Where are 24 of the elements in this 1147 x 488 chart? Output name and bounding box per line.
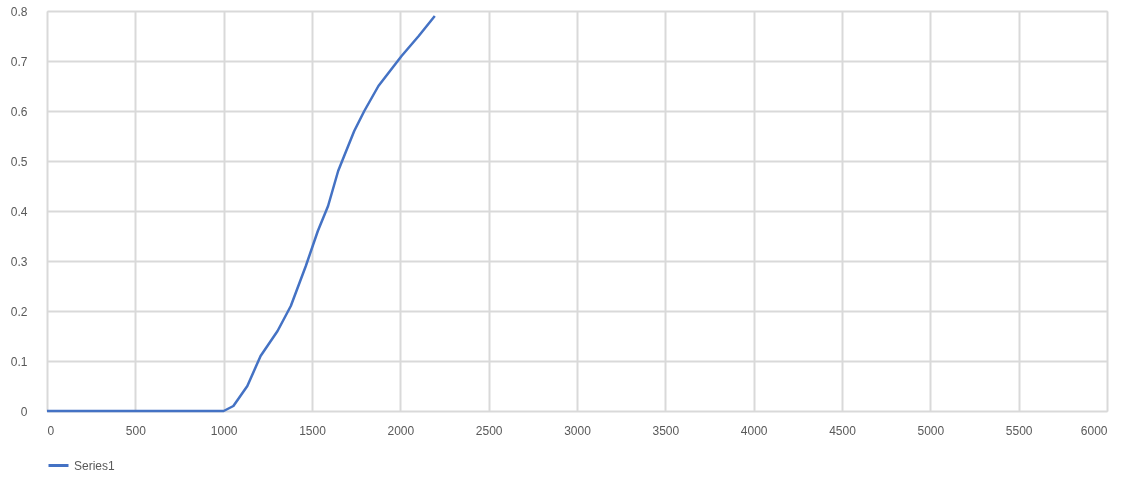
- x-tick-label: 2000: [387, 423, 415, 438]
- x-tick-label: 500: [125, 423, 147, 438]
- y-tick-label: 0.2: [10, 304, 28, 319]
- x-tick-label: 5000: [917, 423, 945, 438]
- y-tick-label: 0.7: [10, 54, 28, 69]
- x-tick-label: 4500: [829, 423, 857, 438]
- x-tick-label: 2500: [475, 423, 503, 438]
- y-tick-label: 0: [20, 404, 28, 419]
- x-tick-label: 5500: [1005, 423, 1033, 438]
- legend-label: Series1: [74, 458, 116, 473]
- x-tick-label: 3500: [652, 423, 680, 438]
- line-series: [45, 14, 437, 413]
- x-tick-label: 1500: [299, 423, 327, 438]
- y-tick-label: 0.6: [10, 104, 28, 119]
- y-tick-label: 0.3: [10, 254, 28, 269]
- y-tick-label: 0.4: [10, 204, 28, 219]
- y-tick-label: 0.8: [10, 4, 28, 19]
- x-tick-label: 1000: [210, 423, 238, 438]
- x-tick-label: 0: [47, 423, 55, 438]
- x-tick-label: 4000: [740, 423, 768, 438]
- y-tick-label: 0.5: [10, 154, 28, 169]
- y-tick-label: 0.1: [10, 354, 28, 369]
- x-tick-label: 3000: [564, 423, 592, 438]
- x-tick-label: 6000: [1080, 423, 1108, 438]
